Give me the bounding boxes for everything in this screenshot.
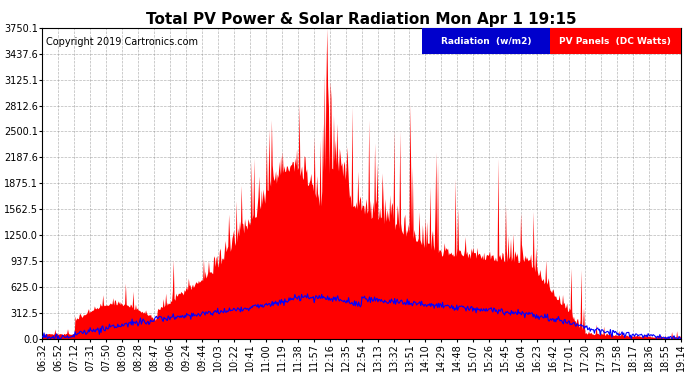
Bar — [550, 28, 681, 54]
Text: Radiation  (w/m2): Radiation (w/m2) — [441, 36, 531, 45]
Title: Total PV Power & Solar Radiation Mon Apr 1 19:15: Total PV Power & Solar Radiation Mon Apr… — [146, 12, 577, 27]
Text: Copyright 2019 Cartronics.com: Copyright 2019 Cartronics.com — [46, 37, 197, 47]
Text: PV Panels  (DC Watts): PV Panels (DC Watts) — [560, 36, 671, 45]
Bar — [422, 28, 550, 54]
